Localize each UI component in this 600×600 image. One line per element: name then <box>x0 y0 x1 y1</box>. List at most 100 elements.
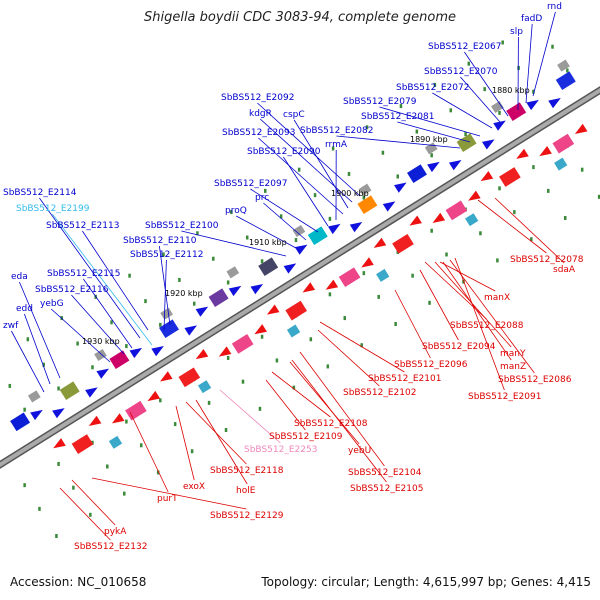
forward-gene-arrow <box>283 263 297 274</box>
forward-gene-arrow <box>448 160 462 171</box>
reverse-gene-label: SbBS512_E2078 <box>510 255 584 265</box>
track-dot <box>445 252 448 257</box>
forward-leader-line <box>250 188 319 233</box>
reverse-gene-arrow <box>160 371 173 382</box>
track-dot <box>328 216 332 221</box>
reverse-gene-label: SbBS512_E2091 <box>468 392 541 402</box>
forward-gene <box>109 350 130 370</box>
reverse-gene <box>231 334 254 354</box>
reverse-leader-line <box>129 411 169 493</box>
reverse-gene-label: SbBS512_E2253 <box>244 445 317 455</box>
forward-gene-arrow <box>151 346 164 357</box>
forward-gene-label: yebG <box>40 299 64 309</box>
track-dot <box>190 449 194 454</box>
reverse-gene-label: SbBS512_E2102 <box>343 388 416 398</box>
reverse-gene-arrow <box>432 212 446 223</box>
reverse-leader-line <box>291 359 387 483</box>
forward-gene <box>555 71 576 91</box>
reverse-gene-label: SbBS512_E2094 <box>422 342 496 352</box>
track-dot <box>532 89 535 94</box>
forward-gene <box>506 102 527 122</box>
reverse-gene-arrow <box>468 190 481 201</box>
track-dot <box>123 491 126 496</box>
track-dot <box>396 174 399 179</box>
track-dot <box>326 364 330 369</box>
reverse-leader-line <box>419 269 459 341</box>
reverse-gene-cyan <box>108 435 123 449</box>
scale-mark-label: 1910 kbp <box>249 238 287 247</box>
forward-gene-label: SbBS512_E2100 <box>145 221 219 231</box>
reverse-leader-line <box>317 329 380 387</box>
reverse-gene-label: exoX <box>183 482 205 492</box>
forward-gene <box>307 226 328 246</box>
reverse-leader-line <box>454 257 505 391</box>
forward-gene-arrow <box>482 139 495 150</box>
track-dot <box>513 210 516 215</box>
forward-gene-gray <box>27 390 41 403</box>
forward-gene-label: SbBS512_E2112 <box>130 250 203 260</box>
forward-leader-line <box>460 76 501 123</box>
forward-gene-label: SbBS512_E2114 <box>3 188 77 198</box>
reverse-gene-cyan <box>465 213 479 227</box>
forward-leader-line <box>163 259 167 331</box>
forward-gene-gray <box>160 307 173 320</box>
track-dot <box>128 273 131 278</box>
track-dot <box>91 365 94 370</box>
forward-leader-line <box>52 213 153 346</box>
forward-gene <box>59 381 80 401</box>
forward-gene-arrow <box>394 182 407 193</box>
forward-leader-line <box>257 102 361 197</box>
track-dot <box>212 256 215 261</box>
forward-gene-arrow <box>250 284 264 295</box>
track-dot <box>343 316 346 321</box>
reverse-gene-arrow <box>325 279 339 290</box>
track-dot <box>483 87 486 92</box>
reverse-leader-line <box>449 259 535 374</box>
forward-gene-arrow <box>294 244 308 255</box>
track-dot <box>89 512 92 517</box>
forward-gene-arrow <box>349 222 363 233</box>
forward-gene-label: slp <box>510 27 523 37</box>
track-dot <box>498 110 501 115</box>
track-dot <box>467 61 471 66</box>
track-dot <box>297 167 301 172</box>
reverse-gene-arrow <box>195 349 209 360</box>
track-dot <box>57 386 60 391</box>
reverse-leader-line <box>434 261 512 348</box>
forward-gene-label: SbBS512_E2097 <box>214 179 287 189</box>
forward-gene-gray <box>292 224 306 238</box>
forward-gene-label: rnd <box>547 2 562 12</box>
forward-gene-label: SbBS512_E2067 <box>428 42 501 52</box>
forward-gene-gray <box>94 348 107 362</box>
track-dot <box>226 280 230 285</box>
forward-gene-arrow <box>427 161 440 173</box>
genome-summary-text: Topology: circular; Length: 4,615,997 bp… <box>261 575 591 589</box>
forward-leader-line <box>283 156 329 227</box>
track-dot <box>173 422 177 427</box>
reverse-gene-arrow <box>254 324 267 335</box>
track-dot <box>263 188 267 193</box>
track-dot <box>260 259 264 264</box>
reverse-gene-label: SbBS512_E2086 <box>498 375 572 385</box>
track-dot <box>399 104 403 109</box>
track-dot <box>563 216 567 221</box>
forward-gene <box>159 319 179 339</box>
forward-leader-line <box>181 230 287 257</box>
reverse-leader-line <box>59 487 111 541</box>
track-dot <box>125 344 128 349</box>
forward-gene <box>357 195 378 215</box>
forward-gene-label: SbBS512_E2115 <box>47 269 120 279</box>
reverse-leader-line <box>299 351 385 467</box>
forward-gene-gray <box>358 183 372 196</box>
reverse-leader-line <box>265 379 306 431</box>
forward-gene-label: SbBS512_E2082 <box>300 126 373 136</box>
track-dot <box>597 194 600 199</box>
forward-leader-line <box>159 245 171 326</box>
forward-gene-arrow <box>96 368 109 379</box>
reverse-gene <box>71 434 94 454</box>
track-dot <box>275 358 279 363</box>
forward-leader-line <box>532 11 556 97</box>
forward-gene-arrow <box>184 325 197 336</box>
forward-gene-label: rrmA <box>325 140 348 150</box>
forward-leader-line <box>82 230 149 331</box>
